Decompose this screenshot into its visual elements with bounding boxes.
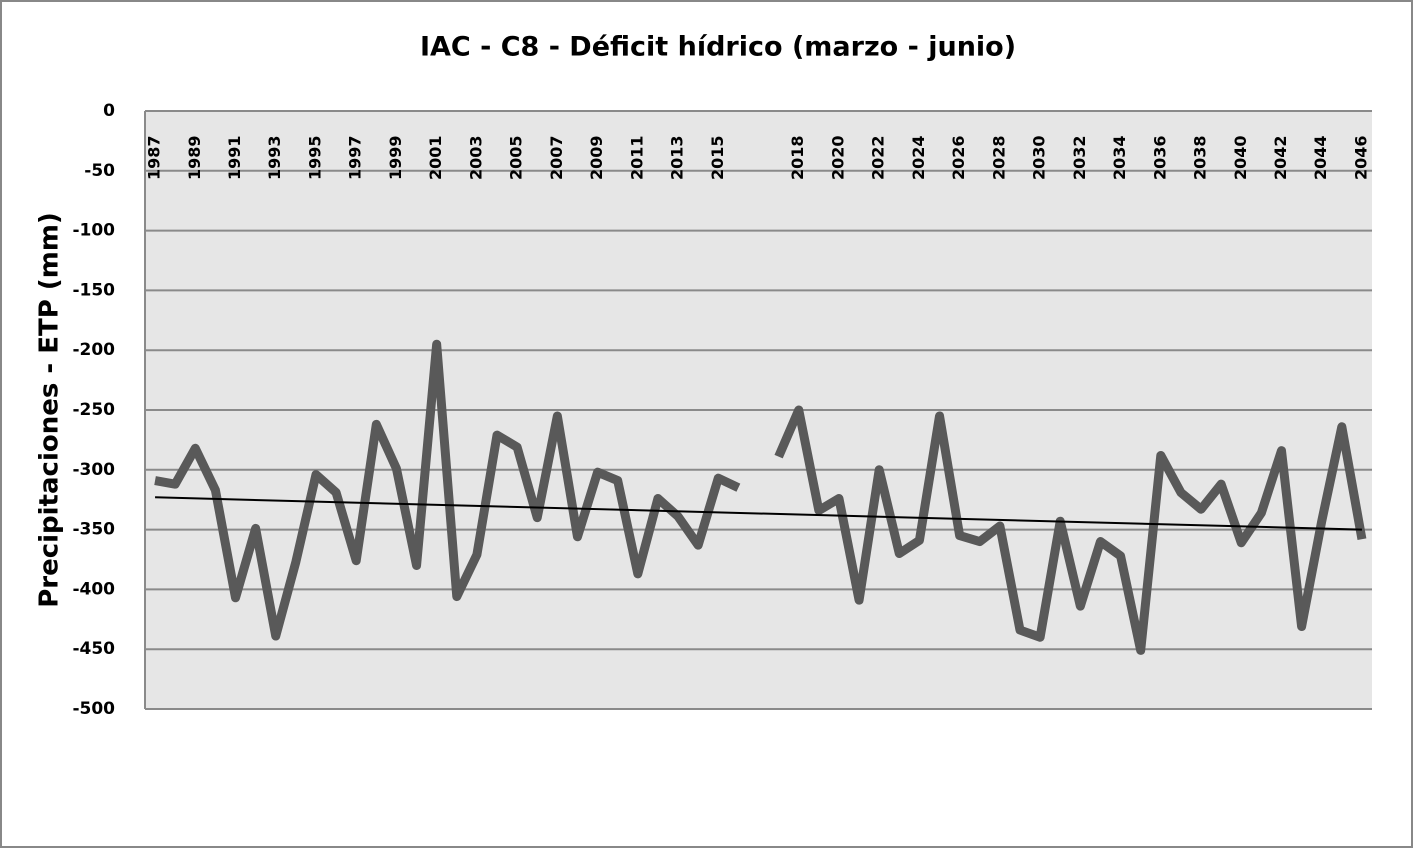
x-tick-label: 2007: [547, 135, 566, 180]
x-tick-label: 1999: [386, 135, 405, 180]
x-tick-label: 1989: [185, 135, 204, 180]
y-tick-label: -300: [72, 460, 115, 480]
y-tick-label: -500: [72, 699, 115, 719]
x-tick-label: 2001: [426, 135, 445, 180]
x-tick-label: 2018: [788, 135, 807, 180]
x-tick-label: 1987: [145, 135, 164, 180]
y-axis-title: Precipitaciones - ETP (mm): [35, 212, 65, 608]
x-tick-label: 2032: [1070, 135, 1089, 180]
x-tick-label: 2036: [1150, 135, 1169, 180]
y-tick-label: -50: [84, 161, 115, 181]
data-line: [154, 339, 1367, 655]
y-tick-label: 0: [103, 101, 115, 121]
y-tick-label: -100: [72, 221, 115, 241]
x-tick-label: 2003: [466, 135, 485, 180]
x-tick-label: 2026: [949, 135, 968, 180]
chart-title: IAC - C8 - Déficit hídrico (marzo - juni…: [420, 32, 1016, 63]
x-tick-label: 2015: [708, 135, 727, 180]
y-tick-label: -250: [72, 400, 115, 420]
x-tick-label: 1995: [305, 135, 324, 180]
x-tick-label: 1991: [225, 135, 244, 180]
x-tick-label: 2030: [1030, 135, 1049, 180]
x-tick-label: 2038: [1191, 135, 1210, 180]
x-tick-label: 2028: [989, 135, 1008, 180]
x-tick-label: 2042: [1271, 135, 1290, 180]
x-tick-label: 2020: [828, 135, 847, 180]
x-tick-label: 2005: [507, 135, 526, 180]
x-tick-label: 2024: [909, 135, 928, 180]
y-tick-label: -400: [72, 579, 115, 599]
y-tick-label: -200: [72, 340, 115, 360]
x-tick-label: 2011: [627, 135, 646, 180]
x-tick-label: 1993: [265, 135, 284, 180]
y-tick-label: -150: [72, 280, 115, 300]
y-tick-label: -350: [72, 520, 115, 540]
x-tick-label: 2009: [587, 135, 606, 180]
x-tick-label: 1997: [346, 135, 365, 180]
trend-line: [155, 496, 1362, 531]
y-tick-label: -450: [72, 639, 115, 659]
x-tick-label: 2046: [1351, 135, 1370, 180]
x-tick-label: 2022: [869, 135, 888, 180]
x-tick-label: 2034: [1110, 135, 1129, 180]
x-tick-label: 2040: [1231, 135, 1250, 180]
x-tick-label: 2044: [1311, 135, 1330, 180]
x-tick-label: 2013: [668, 135, 687, 180]
